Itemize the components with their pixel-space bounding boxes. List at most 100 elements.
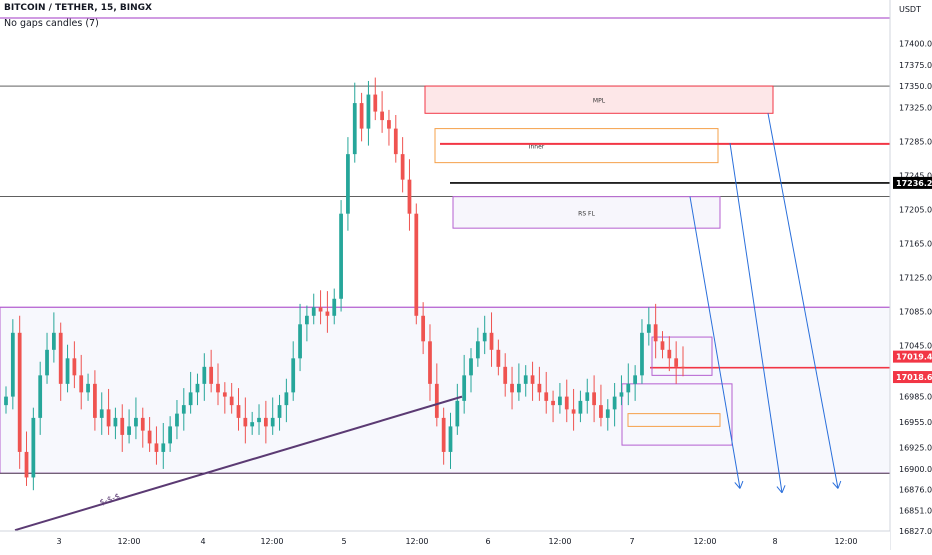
candle-body — [366, 94, 371, 129]
price-label: 17236.20 — [896, 179, 932, 188]
candle-body — [291, 358, 296, 393]
x-tick-label: 6 — [485, 537, 490, 546]
candle-body — [99, 409, 104, 418]
candle-body — [469, 358, 473, 376]
zone-label: MPL — [593, 98, 606, 105]
candle-body — [599, 405, 603, 418]
y-tick-label: 16876.00 — [899, 485, 932, 494]
candle-body — [428, 341, 432, 384]
projection-arrow-head — [739, 480, 744, 489]
projection-arrow-head — [837, 480, 842, 489]
candle-body — [530, 375, 535, 384]
candle-body — [284, 392, 289, 406]
zone-box — [434, 128, 719, 164]
y-tick-label: 17285.00 — [899, 137, 932, 146]
y-tick-label: 16925.00 — [899, 444, 932, 453]
candle-body — [147, 430, 152, 444]
candle-body — [263, 417, 268, 427]
y-tick-label: 17125.00 — [899, 274, 932, 283]
candle-body — [24, 451, 29, 478]
y-tick-label: 17375.00 — [899, 61, 932, 70]
candle-body — [127, 426, 131, 435]
candle-body — [120, 417, 125, 435]
candle-body — [578, 400, 583, 414]
trendline — [14, 395, 463, 532]
candle-body — [407, 179, 412, 214]
candle-body — [626, 383, 631, 393]
candle-body — [86, 383, 90, 393]
candle-body — [45, 349, 49, 376]
candle-body — [134, 417, 138, 427]
candle-body — [605, 409, 610, 418]
small-zone-box — [621, 383, 733, 446]
chart-title: BITCOIN / TETHER, 15, BINGX — [4, 3, 152, 13]
candle-body — [38, 375, 43, 418]
candle-body — [140, 417, 145, 431]
x-tick-label: 8 — [772, 537, 777, 546]
y-tick-label: 17350.00 — [899, 82, 932, 91]
currency-label: USDT — [899, 5, 921, 14]
y-tick-label: 17400.00 — [899, 40, 932, 49]
candle-body — [216, 383, 220, 393]
y-tick-label: 16985.00 — [899, 393, 932, 402]
projection-arrow-head — [781, 485, 786, 493]
y-tick-label: 17045.00 — [899, 342, 932, 351]
candle-body — [653, 324, 658, 342]
y-tick-label: 16827.00 — [899, 527, 932, 536]
candle-body — [257, 417, 261, 423]
zone-label: RS FL — [578, 210, 595, 217]
candle-body — [373, 94, 378, 112]
candle-body — [421, 315, 426, 342]
candle-body — [65, 358, 70, 384]
small-zone-box — [627, 413, 721, 427]
price-label-bg — [893, 176, 932, 189]
price-label-bg — [893, 371, 932, 384]
y-tick-label: 17165.00 — [899, 239, 932, 248]
candle-body — [106, 409, 111, 427]
candle-body — [339, 213, 343, 299]
candle-body — [72, 358, 77, 376]
candle-body — [441, 417, 446, 452]
candle-body — [305, 315, 309, 325]
candle-body — [51, 332, 56, 350]
x-tick-label: 12:00 — [834, 537, 857, 546]
projection-arrow-head — [776, 486, 783, 494]
zone-label: Inner — [529, 144, 545, 151]
candle-body — [209, 366, 214, 384]
candle-body — [564, 396, 569, 410]
candle-body — [298, 324, 302, 359]
small-zone-box — [651, 336, 713, 376]
candle-body — [462, 375, 467, 401]
candle-body — [222, 392, 227, 397]
candle-body — [537, 383, 542, 393]
candle-body — [359, 103, 364, 129]
candle-body — [400, 154, 405, 180]
candle-body — [612, 396, 617, 410]
plot-background — [0, 0, 890, 550]
projection-arrow — [689, 196, 741, 489]
y-tick-label: 16851.00 — [899, 507, 932, 516]
candle-body — [4, 396, 8, 406]
candle-body — [277, 405, 282, 418]
candle-body — [434, 383, 439, 418]
projection-arrow — [729, 142, 783, 493]
candle-body — [455, 400, 460, 427]
candle-body — [585, 392, 590, 401]
candle-body — [154, 443, 159, 452]
y-tick-label: 17205.00 — [899, 205, 932, 214]
price-label-bg — [893, 350, 932, 363]
candle-body — [516, 383, 521, 393]
price-label: 17018.67 — [896, 373, 932, 382]
projection-arrow-head — [832, 482, 839, 489]
candle-body — [667, 349, 672, 359]
candle-body — [93, 383, 97, 418]
candle-body — [619, 392, 624, 397]
x-tick-label: 12:00 — [405, 537, 428, 546]
candle-body — [17, 332, 22, 452]
projection-arrow-head — [734, 482, 741, 489]
price-axis-panel — [890, 0, 932, 550]
candle-body — [674, 358, 679, 367]
y-tick-label: 17245.00 — [899, 171, 932, 180]
